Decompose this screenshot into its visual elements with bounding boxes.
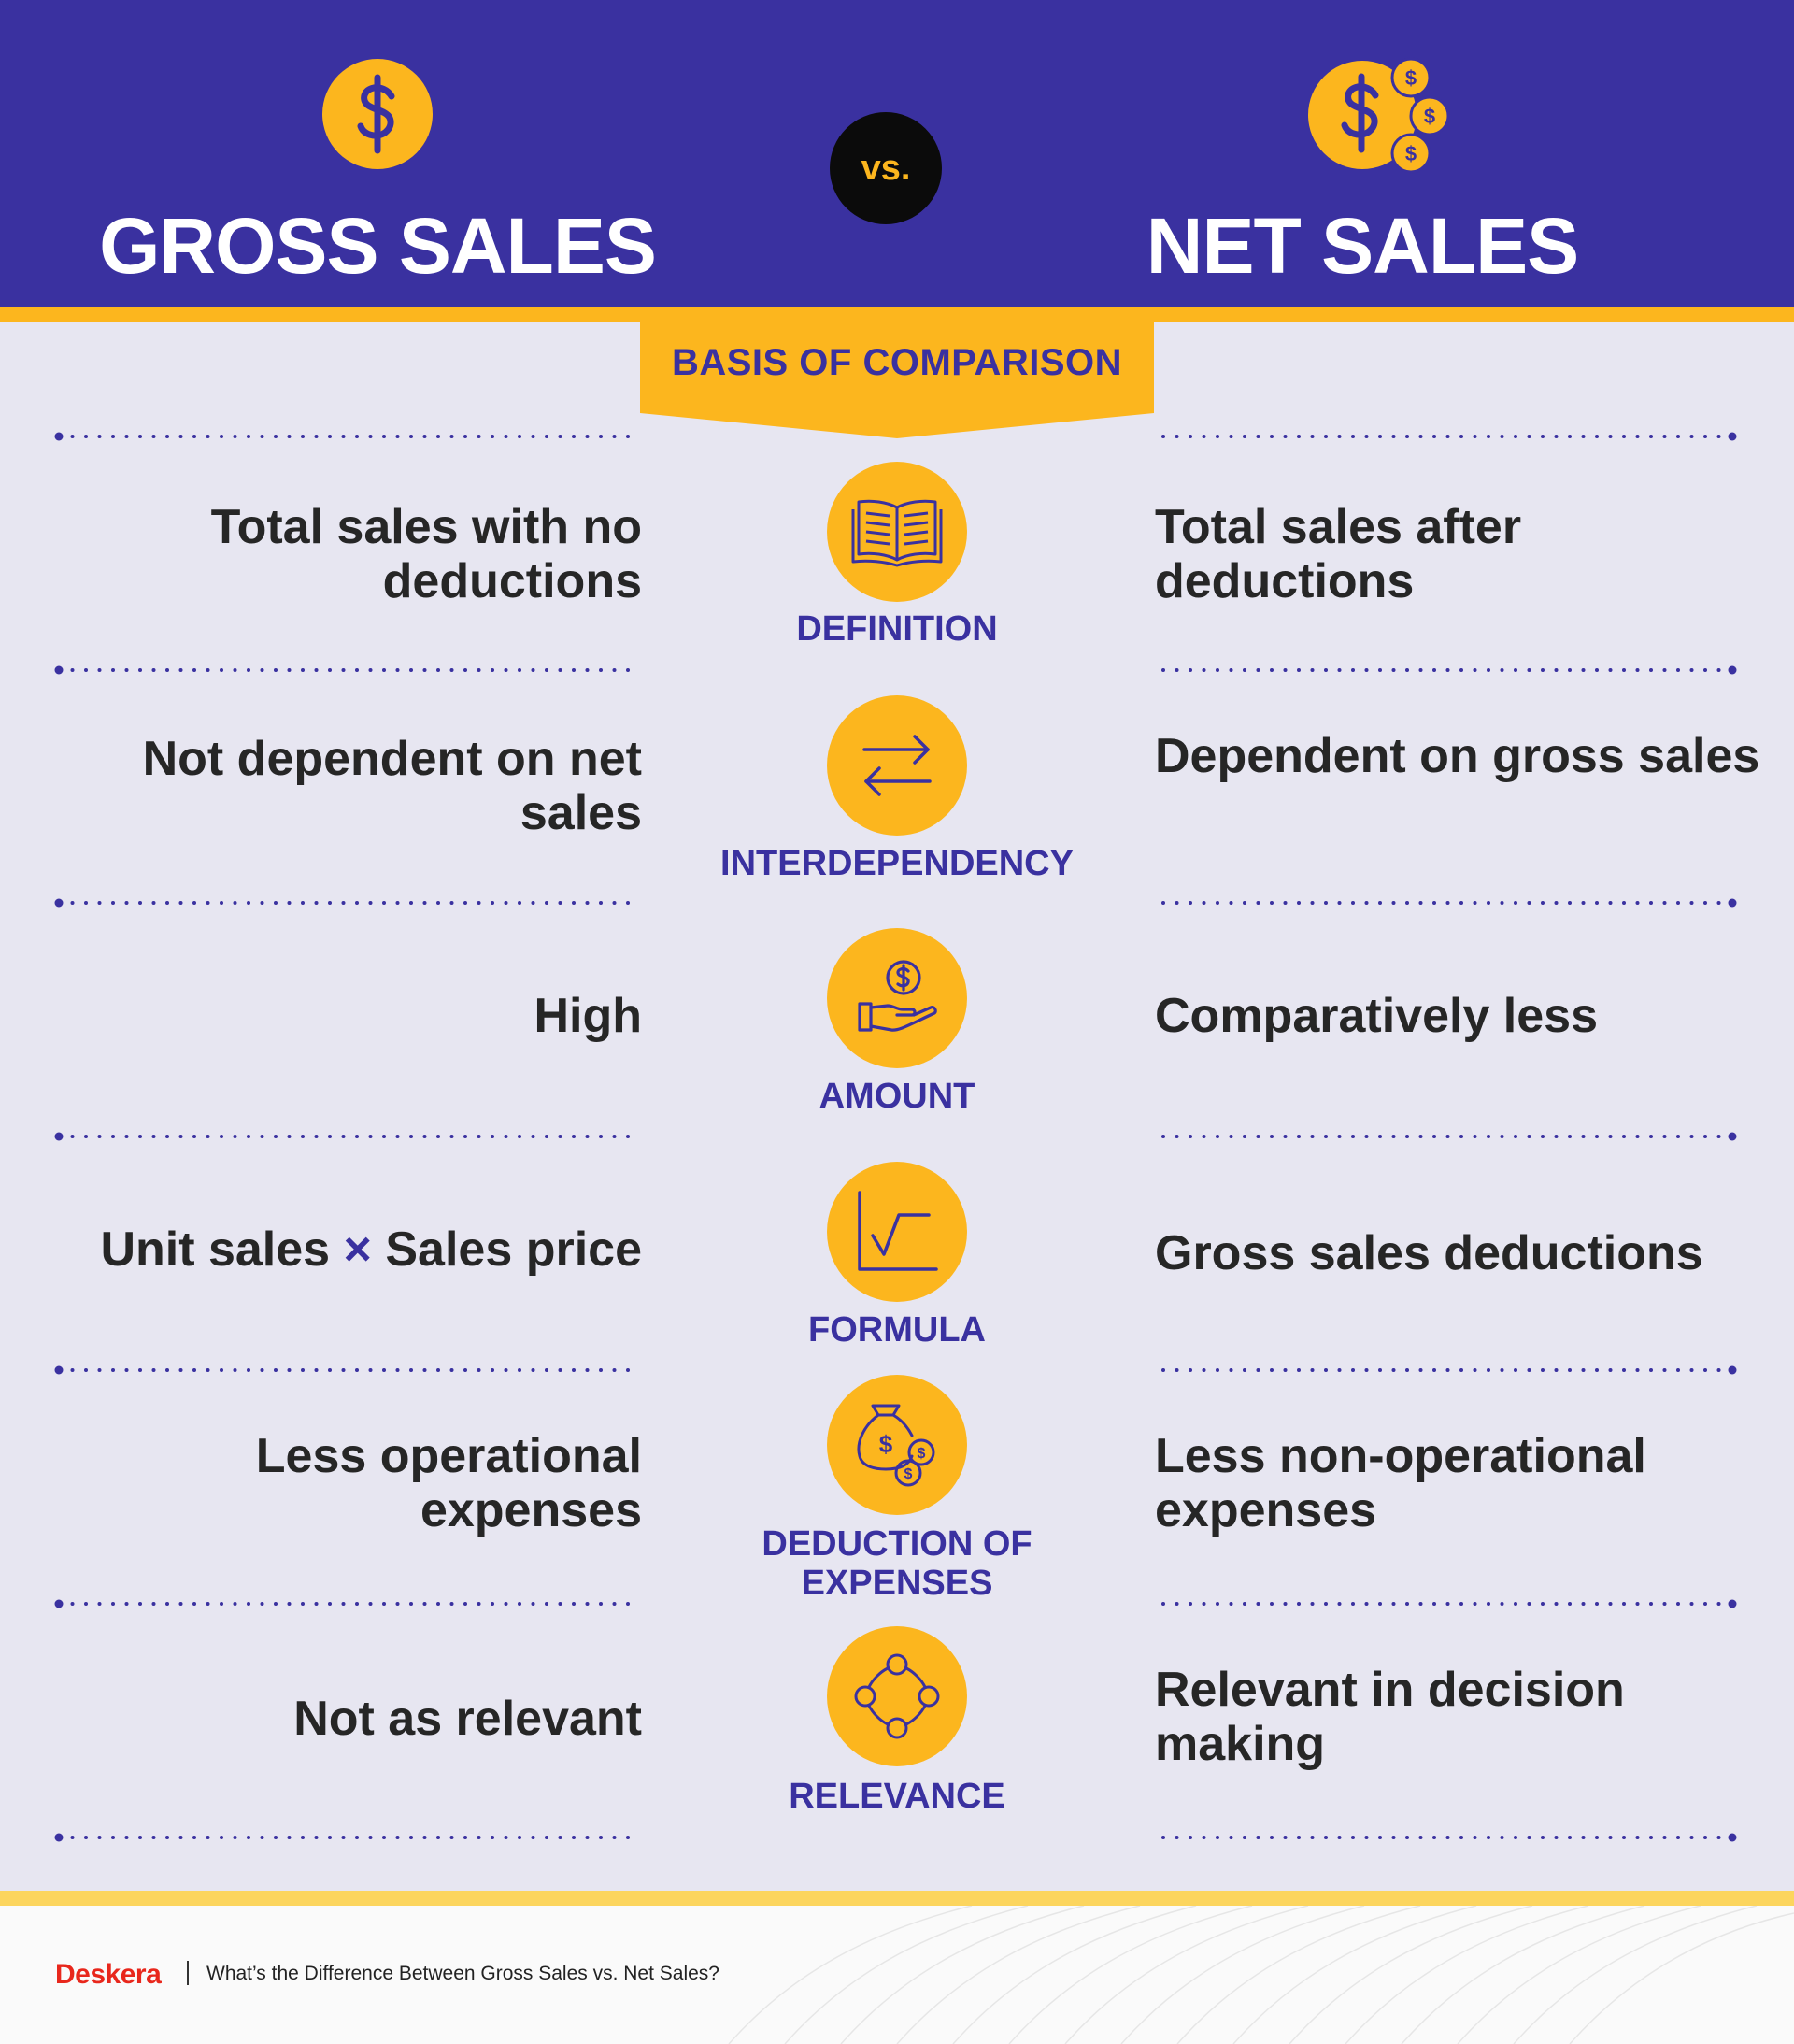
category-deduction-line2: EXPENSES [801,1564,993,1603]
formula-icon-circle [827,1162,967,1302]
money-bag-icon: $ $ $ [857,1404,935,1487]
dotted-separator-left [54,898,637,908]
footer-caption: What’s the Difference Between Gross Sale… [206,1963,719,1984]
header-banner: $ $ $ GROSS SALES vs. NET SALES [0,0,1794,307]
interdependency-icon-circle [827,695,967,836]
deduction-icon-circle: $ $ $ [827,1375,967,1515]
dotted-separator-right [1159,1365,1745,1375]
basis-of-comparison-banner: BASIS OF COMPARISON [640,322,1154,438]
svg-text:$: $ [879,1430,893,1458]
svg-text:$: $ [1405,142,1417,165]
svg-text:$: $ [918,1446,926,1462]
vs-badge: vs. [830,112,942,224]
net-deduction: Less non-operational expenses [1155,1429,1646,1537]
gross-interdependency: Not dependent on net sales [142,732,642,840]
relevance-icon-circle [827,1626,967,1766]
square-root-chart-icon [858,1191,938,1271]
gross-relevance: Not as relevant [293,1692,642,1746]
footer-separator [187,1961,189,1985]
dotted-separator-left [54,1365,637,1375]
gross-formula: Unit sales × Sales price [44,1222,642,1277]
swap-arrows-icon [862,735,932,796]
dotted-separator-right [1159,432,1745,441]
open-book-icon [851,499,943,567]
bottom-divider [0,1891,1794,1906]
definition-icon-circle [827,462,967,602]
net-sales-title: NET SALES [1146,202,1579,290]
dotted-separator-left [54,1833,637,1842]
dotted-separator-right [1159,1599,1745,1608]
basis-label: BASIS OF COMPARISON [671,342,1123,383]
dotted-separator-right [1159,898,1745,908]
net-relevance: Relevant in decision making [1155,1663,1625,1771]
dotted-separator-right [1159,1132,1745,1141]
net-definition: Total sales after deductions [1155,500,1522,608]
dollar-coin-icon [322,59,433,169]
hand-coin-icon [858,960,937,1032]
svg-text:$: $ [1424,105,1435,128]
gross-definition: Total sales with no deductions [210,500,642,608]
amount-icon-circle [827,928,967,1068]
dotted-separator-right [1159,1833,1745,1842]
svg-text:$: $ [904,1466,913,1482]
footer [0,1906,1794,2044]
net-formula: Gross sales deductions [1155,1226,1703,1280]
category-definition: DEFINITION [796,609,998,649]
svg-text:$: $ [1405,66,1417,90]
header-divider [0,307,1794,322]
category-deduction-line1: DEDUCTION OF [762,1524,1032,1564]
gross-sales-title: GROSS SALES [99,202,657,290]
times-sign: × [343,1222,372,1277]
gross-amount: High [534,989,642,1043]
category-amount: AMOUNT [819,1077,975,1116]
category-interdependency: INTERDEPENDENCY [720,844,1074,883]
category-formula: FORMULA [808,1310,986,1350]
footer-line-pattern [728,1906,1794,2044]
dollar-coins-stack-icon: $ $ $ [1308,57,1450,174]
circular-nodes-icon [854,1653,940,1739]
formula-part-unit-sales: Unit sales [100,1222,344,1277]
category-deduction-of-expenses: DEDUCTION OF EXPENSES [673,1524,1121,1603]
dotted-separator-right [1159,665,1745,675]
deskera-logo: Deskera [55,1959,162,1990]
dotted-separator-left [54,1132,637,1141]
dotted-separator-left [54,665,637,675]
gross-deduction: Less operational expenses [255,1429,642,1537]
net-amount: Comparatively less [1155,989,1599,1043]
category-relevance: RELEVANCE [789,1777,1005,1816]
formula-part-sales-price: Sales price [371,1222,642,1277]
dotted-separator-left [54,1599,637,1608]
dotted-separator-left [54,432,637,441]
net-interdependency: Dependent on gross sales [1155,729,1760,783]
